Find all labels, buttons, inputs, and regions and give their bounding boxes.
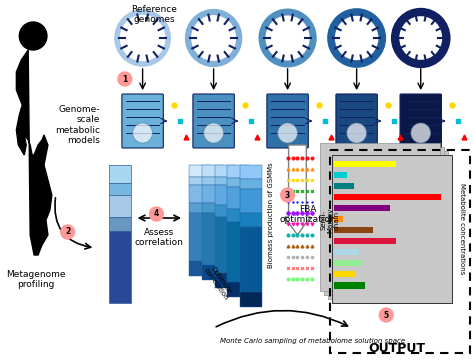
Text: 2: 2 bbox=[65, 227, 70, 236]
Bar bbox=[228, 209, 249, 222]
Text: Reference
genomes: Reference genomes bbox=[131, 5, 177, 24]
Text: Semi-
Markov
chain: Semi- Markov chain bbox=[320, 207, 340, 233]
Bar bbox=[189, 213, 210, 261]
Bar bbox=[215, 273, 237, 288]
Bar bbox=[332, 155, 452, 303]
Bar bbox=[202, 213, 223, 265]
Bar bbox=[334, 172, 347, 178]
Text: Biomass production of GSMMs: Biomass production of GSMMs bbox=[268, 162, 274, 268]
Bar bbox=[189, 203, 210, 213]
Text: Monte Carlo sampling of metabolome solution space: Monte Carlo sampling of metabolome solut… bbox=[219, 338, 405, 344]
Bar bbox=[334, 260, 362, 266]
Bar bbox=[240, 292, 262, 307]
Bar bbox=[228, 222, 249, 282]
Bar bbox=[334, 205, 390, 211]
Circle shape bbox=[118, 72, 132, 86]
Circle shape bbox=[149, 207, 164, 221]
Text: Optimize
correlation: Optimize correlation bbox=[202, 263, 235, 301]
Bar bbox=[330, 150, 470, 353]
Bar bbox=[334, 272, 356, 277]
Bar bbox=[202, 177, 223, 185]
Bar bbox=[109, 231, 131, 303]
Bar bbox=[202, 265, 223, 280]
Bar bbox=[334, 216, 343, 222]
FancyBboxPatch shape bbox=[267, 94, 308, 148]
Text: 3: 3 bbox=[285, 190, 290, 199]
Bar bbox=[215, 205, 237, 217]
Text: 5: 5 bbox=[383, 311, 389, 320]
Bar bbox=[320, 143, 440, 291]
Bar bbox=[215, 165, 237, 177]
Text: 1: 1 bbox=[122, 75, 128, 84]
Bar bbox=[189, 261, 210, 276]
Bar bbox=[328, 151, 448, 299]
Bar bbox=[215, 177, 237, 185]
Text: 4: 4 bbox=[154, 210, 159, 219]
Bar bbox=[202, 165, 223, 177]
Bar bbox=[109, 217, 131, 231]
Bar bbox=[240, 179, 262, 189]
Bar bbox=[109, 165, 131, 183]
Bar bbox=[215, 217, 237, 273]
Circle shape bbox=[204, 123, 223, 143]
Circle shape bbox=[411, 123, 430, 143]
Bar bbox=[334, 282, 365, 289]
Text: OUTPUT: OUTPUT bbox=[369, 341, 426, 354]
Circle shape bbox=[19, 22, 47, 50]
Circle shape bbox=[379, 308, 393, 322]
Circle shape bbox=[61, 225, 74, 239]
Bar bbox=[324, 147, 445, 295]
Bar bbox=[189, 165, 210, 177]
Bar bbox=[240, 227, 262, 292]
Text: Genome-
scale
metabolic
models: Genome- scale metabolic models bbox=[55, 105, 100, 145]
Bar bbox=[215, 185, 237, 205]
Bar bbox=[334, 194, 441, 200]
Bar bbox=[228, 187, 249, 209]
Bar bbox=[228, 282, 249, 297]
Text: Assess
correlation: Assess correlation bbox=[135, 228, 184, 247]
Bar bbox=[334, 161, 396, 167]
Circle shape bbox=[281, 188, 294, 202]
Circle shape bbox=[133, 123, 153, 143]
Bar bbox=[109, 195, 131, 217]
Bar bbox=[334, 227, 374, 233]
FancyBboxPatch shape bbox=[122, 94, 164, 148]
Bar bbox=[240, 189, 262, 213]
FancyBboxPatch shape bbox=[193, 94, 234, 148]
Bar bbox=[202, 185, 223, 203]
Bar bbox=[189, 177, 210, 185]
Bar bbox=[334, 249, 359, 256]
Bar bbox=[189, 185, 210, 203]
Bar bbox=[334, 238, 396, 244]
Text: FBA
optimization: FBA optimization bbox=[279, 205, 336, 224]
FancyBboxPatch shape bbox=[336, 94, 377, 148]
Bar bbox=[109, 183, 131, 195]
FancyArrow shape bbox=[284, 145, 310, 235]
Bar bbox=[228, 178, 249, 187]
Bar bbox=[332, 155, 452, 303]
Bar bbox=[240, 165, 262, 179]
Circle shape bbox=[278, 123, 298, 143]
Bar bbox=[228, 165, 249, 178]
Circle shape bbox=[347, 123, 366, 143]
Bar bbox=[334, 183, 354, 189]
FancyBboxPatch shape bbox=[400, 94, 441, 148]
Bar bbox=[240, 213, 262, 227]
Bar bbox=[202, 203, 223, 213]
Text: Metabolite concentrations: Metabolite concentrations bbox=[459, 183, 465, 275]
Polygon shape bbox=[17, 50, 52, 255]
Text: Metagenome
profiling: Metagenome profiling bbox=[6, 270, 66, 289]
